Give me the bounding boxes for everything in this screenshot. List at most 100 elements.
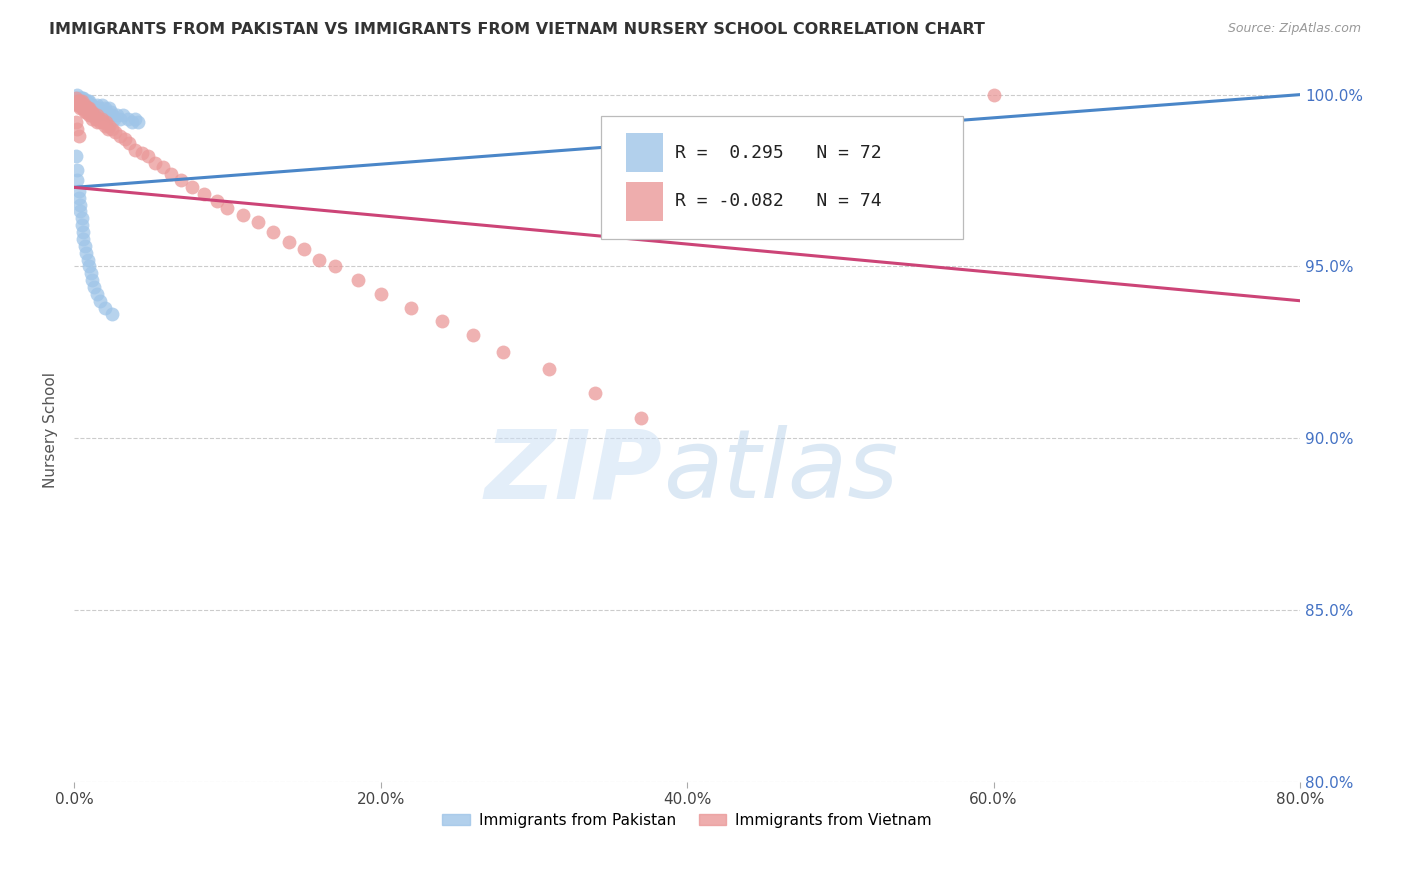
- Point: [66, 95, 89, 109]
- Point: [69, 101, 91, 115]
- Point: [89, 293, 111, 308]
- Point: [66, 87, 89, 102]
- Point: [73, 239, 96, 253]
- Point: [65, 91, 87, 105]
- Point: [86, 115, 108, 129]
- Point: [370, 286, 392, 301]
- Point: [70, 98, 93, 112]
- Point: [205, 194, 228, 208]
- Point: [90, 98, 112, 112]
- Point: [65, 91, 87, 105]
- Point: [83, 280, 105, 294]
- Point: [70, 95, 93, 109]
- Point: [93, 119, 115, 133]
- Point: [87, 101, 110, 115]
- Bar: [626, 182, 662, 221]
- Point: [70, 211, 93, 226]
- Point: [66, 122, 89, 136]
- Point: [96, 115, 118, 129]
- Point: [72, 98, 94, 112]
- Point: [101, 308, 124, 322]
- Point: [124, 143, 146, 157]
- Point: [73, 104, 96, 119]
- Point: [77, 95, 100, 109]
- Point: [104, 125, 127, 139]
- Point: [246, 215, 269, 229]
- Point: [82, 98, 104, 112]
- Point: [136, 149, 159, 163]
- Point: [77, 252, 100, 267]
- Point: [79, 101, 101, 115]
- Point: [97, 108, 120, 122]
- Text: IMMIGRANTS FROM PAKISTAN VS IMMIGRANTS FROM VIETNAM NURSERY SCHOOL CORRELATION C: IMMIGRANTS FROM PAKISTAN VS IMMIGRANTS F…: [49, 22, 986, 37]
- Point: [72, 95, 94, 109]
- Point: [170, 173, 193, 187]
- Point: [69, 204, 91, 219]
- Point: [70, 98, 93, 112]
- Point: [82, 104, 104, 119]
- Point: [83, 108, 105, 122]
- Point: [79, 108, 101, 122]
- Point: [67, 98, 90, 112]
- Point: [143, 156, 166, 170]
- Point: [65, 149, 87, 163]
- Point: [108, 112, 131, 126]
- Point: [67, 184, 90, 198]
- Point: [82, 112, 104, 126]
- Point: [89, 104, 111, 119]
- Point: [86, 108, 108, 122]
- Point: [98, 101, 121, 115]
- Point: [67, 95, 90, 109]
- Point: [73, 101, 96, 115]
- Point: [72, 232, 94, 246]
- Point: [159, 167, 181, 181]
- Point: [193, 187, 215, 202]
- Point: [67, 95, 90, 109]
- Point: [77, 101, 100, 115]
- Point: [82, 104, 104, 119]
- Point: [103, 112, 125, 126]
- Point: [983, 87, 1005, 102]
- Point: [79, 101, 101, 115]
- Point: [72, 98, 94, 112]
- Point: [86, 98, 108, 112]
- Point: [91, 115, 114, 129]
- Point: [86, 108, 108, 122]
- Point: [90, 112, 112, 126]
- Point: [124, 112, 146, 126]
- Point: [66, 95, 89, 109]
- Point: [75, 95, 97, 109]
- Point: [79, 95, 101, 109]
- Point: [96, 104, 118, 119]
- Point: [66, 163, 89, 178]
- Point: [75, 245, 97, 260]
- Y-axis label: Nursery School: Nursery School: [44, 372, 58, 488]
- Point: [87, 112, 110, 126]
- Point: [82, 273, 104, 287]
- Point: [217, 201, 239, 215]
- Point: [80, 98, 103, 112]
- Point: [77, 101, 100, 115]
- Point: [100, 104, 122, 119]
- Point: [75, 101, 97, 115]
- Text: ZIP: ZIP: [485, 425, 662, 518]
- Point: [70, 91, 93, 105]
- Point: [89, 115, 111, 129]
- Point: [323, 260, 346, 274]
- Point: [69, 95, 91, 109]
- Point: [84, 101, 107, 115]
- Point: [69, 91, 91, 105]
- Point: [67, 128, 90, 143]
- Point: [292, 242, 315, 256]
- Point: [67, 91, 90, 105]
- Point: [112, 108, 135, 122]
- Point: [72, 225, 94, 239]
- Point: [399, 301, 422, 315]
- Point: [73, 101, 96, 115]
- Point: [73, 98, 96, 112]
- Point: [70, 218, 93, 232]
- Point: [69, 95, 91, 109]
- Point: [492, 345, 515, 359]
- Text: Source: ZipAtlas.com: Source: ZipAtlas.com: [1227, 22, 1361, 36]
- Point: [181, 180, 204, 194]
